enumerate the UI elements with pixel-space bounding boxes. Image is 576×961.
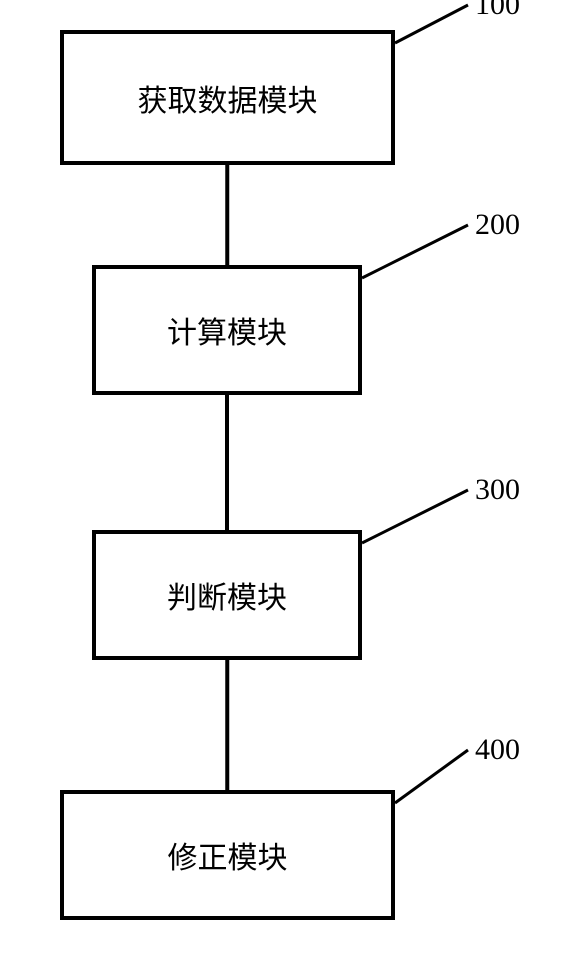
callout-label-300: 300 — [475, 473, 520, 507]
node-label: 判断模块 — [167, 573, 287, 617]
node-judgment-module: 判断模块 — [92, 530, 362, 660]
node-label: 修正模块 — [168, 833, 288, 877]
node-acquire-data-module: 获取数据模块 — [60, 30, 395, 165]
callout-label-100: 100 — [475, 0, 520, 22]
node-calculation-module: 计算模块 — [92, 265, 362, 395]
callout-label-400: 400 — [475, 733, 520, 767]
node-label: 获取数据模块 — [138, 76, 318, 120]
callout-label-200: 200 — [475, 208, 520, 242]
flowchart-canvas: 获取数据模块 100 计算模块 200 判断模块 300 修正模块 400 — [0, 0, 576, 961]
node-label: 计算模块 — [167, 308, 287, 352]
node-correction-module: 修正模块 — [60, 790, 395, 920]
